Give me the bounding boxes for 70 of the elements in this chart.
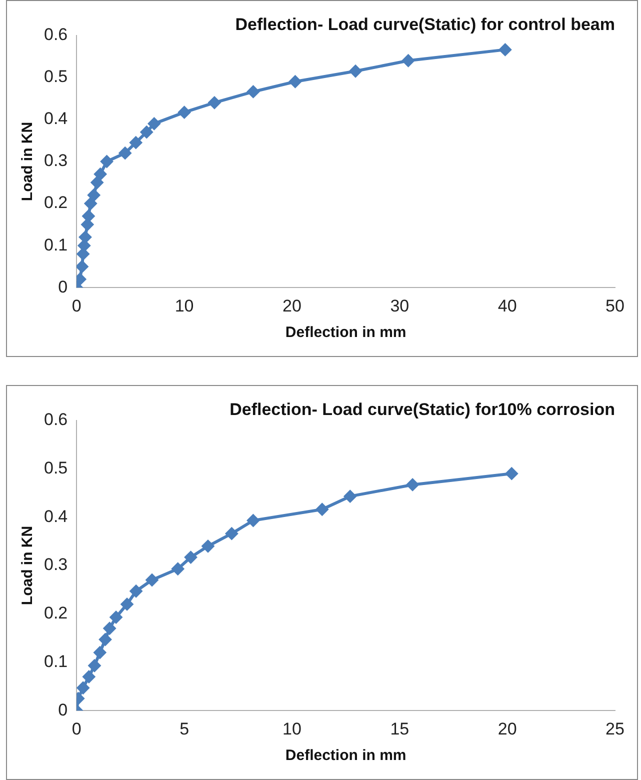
point [110,610,123,624]
x-tick-label: 20 [498,719,517,738]
y-tick-label: 0.4 [44,506,68,526]
point [246,85,260,98]
x-axis-title: Deflection in mm [285,747,406,764]
point [344,490,357,503]
point [84,197,98,210]
point [100,155,114,168]
x-axis-title: Deflection in mm [285,324,406,342]
point [120,598,134,611]
point [184,550,198,564]
y-tick-label: 0.2 [44,604,68,623]
y-tick-label: 0.6 [44,25,68,44]
point [76,260,89,274]
x-tick-label: 25 [606,719,624,738]
x-tick-label: 15 [390,719,410,738]
y-axis-title: Load in KN [19,526,36,606]
y-tick-label: 0 [58,277,68,296]
point [98,633,112,646]
point [90,176,104,190]
y-tick-label: 0.1 [44,652,68,671]
y-axis-title: Load in KN [19,122,36,202]
point [87,188,100,202]
x-tick-label: 0 [72,296,82,316]
point [402,54,415,68]
point [94,168,107,181]
y-tick-label: 0 [58,700,68,720]
point [140,126,154,139]
y-tick-label: 0.6 [44,410,68,430]
x-tick-label: 30 [390,296,410,316]
point [118,146,132,160]
point [225,527,238,540]
point [103,622,116,635]
point [171,562,184,576]
point [146,574,159,587]
point [76,681,90,694]
point [246,514,260,528]
x-tick-label: 5 [180,719,190,738]
point [505,467,518,480]
point [349,64,362,78]
y-tick-label: 0.4 [44,109,68,128]
x-tick-label: 20 [282,296,302,316]
point [316,502,329,516]
y-tick-label: 0.3 [44,555,68,574]
chart-title: Deflection- Load curve(Static) for control beam [235,14,615,34]
point [178,106,191,119]
point [148,117,161,130]
y-tick-label: 0.1 [44,235,68,254]
point [78,230,92,244]
point [406,478,420,492]
point [288,75,302,88]
point [88,659,102,672]
x-tick-label: 50 [606,296,624,316]
x-tick-label: 0 [72,719,82,738]
chart-title: Deflection- Load curve(Static) for10% corrosion [230,400,615,419]
y-tick-label: 0.5 [44,458,68,478]
point [498,43,512,56]
point [82,210,95,223]
x-tick-label: 40 [498,296,517,316]
y-tick-label: 0.2 [44,193,68,212]
point [93,646,106,660]
point [208,96,221,110]
x-tick-label: 10 [174,296,194,316]
y-tick-label: 0.5 [44,67,68,86]
point [129,136,142,150]
y-tick-label: 0.3 [44,151,68,170]
point [201,540,214,553]
point [82,670,96,684]
x-tick-label: 10 [282,719,302,738]
point [130,584,143,598]
